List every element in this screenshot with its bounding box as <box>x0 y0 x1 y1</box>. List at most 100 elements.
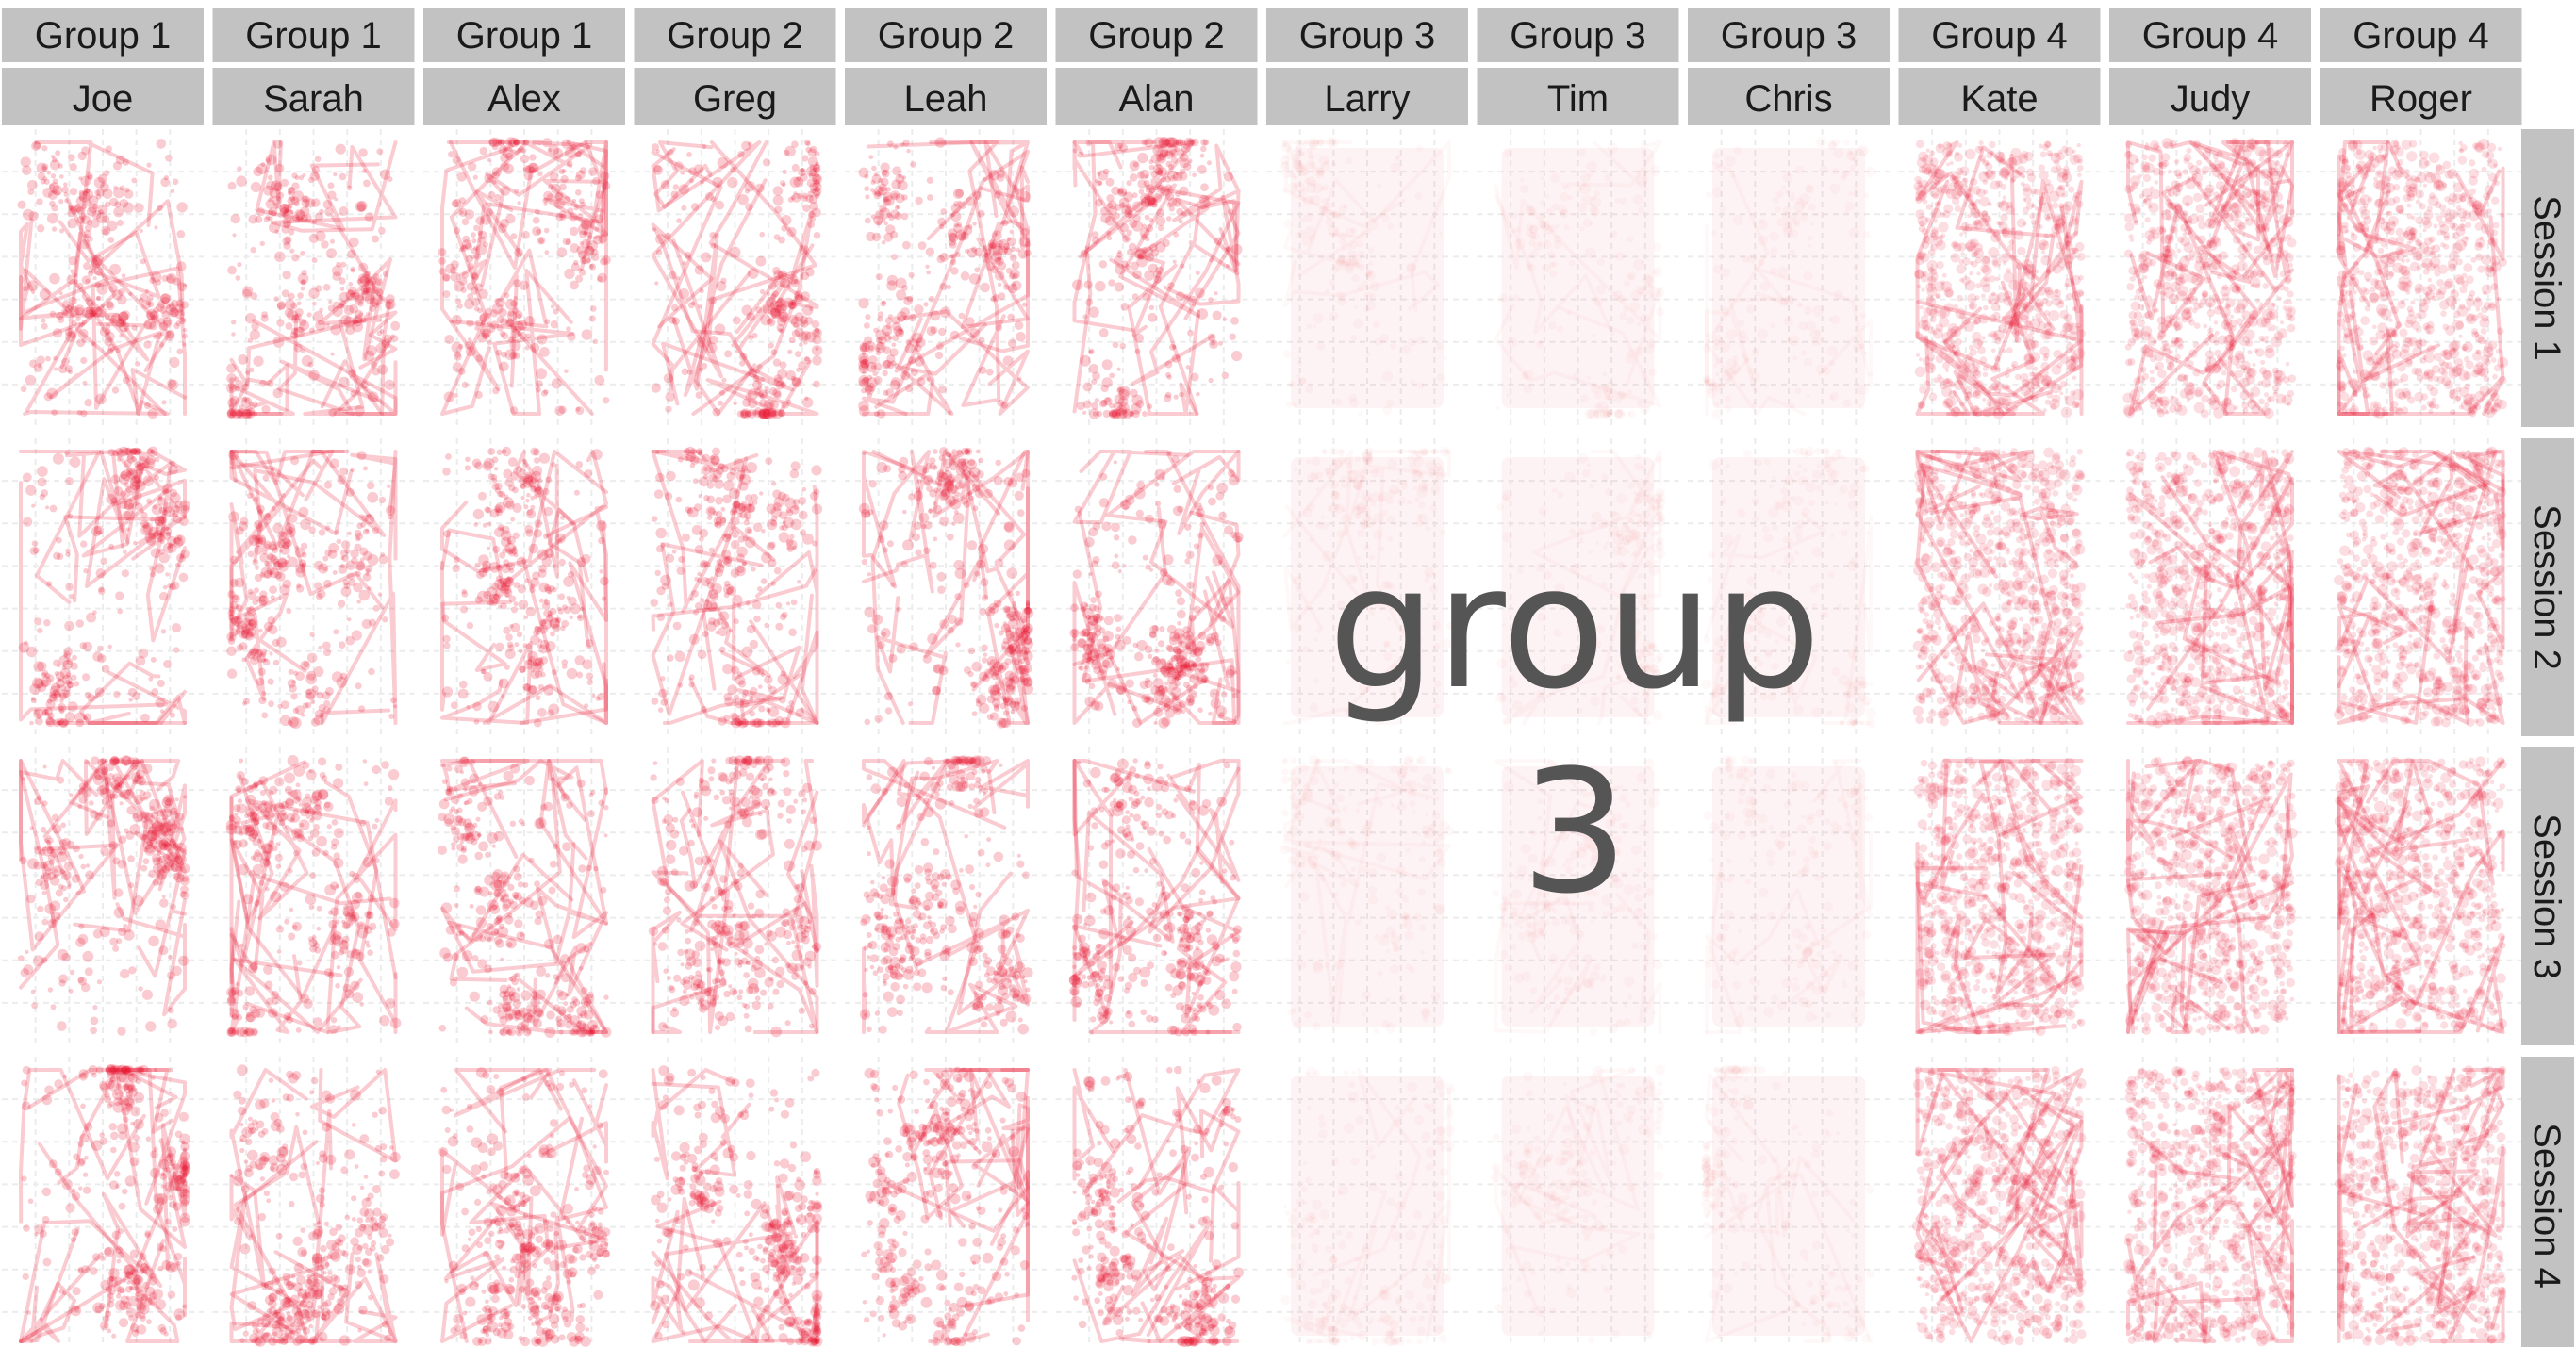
data-point <box>163 526 173 535</box>
data-point <box>566 326 571 332</box>
data-point <box>78 1186 83 1191</box>
data-point <box>520 495 525 501</box>
data-point <box>367 553 379 566</box>
data-point <box>101 225 111 236</box>
data-point <box>148 935 159 947</box>
data-point <box>269 785 278 795</box>
data-point <box>722 494 732 504</box>
data-point <box>293 201 300 207</box>
data-point <box>570 243 580 254</box>
data-point <box>179 554 185 560</box>
data-point <box>341 540 351 550</box>
data-point <box>295 1027 302 1033</box>
data-point <box>793 278 800 285</box>
data-point <box>387 484 391 489</box>
data-point <box>61 665 67 670</box>
data-point <box>165 304 177 316</box>
data-point <box>372 1184 381 1194</box>
data-point <box>159 293 171 304</box>
data-point <box>124 448 132 455</box>
data-point <box>81 319 88 325</box>
data-point <box>114 1092 119 1096</box>
data-point <box>145 459 151 465</box>
data-point <box>268 700 274 708</box>
data-point <box>68 255 78 266</box>
data-point <box>461 381 469 388</box>
data-point <box>491 477 498 484</box>
data-point <box>512 973 519 979</box>
data-point <box>35 717 43 726</box>
data-point <box>250 246 256 254</box>
data-point <box>453 280 465 292</box>
data-point <box>140 713 150 723</box>
data-point <box>738 989 744 994</box>
trace-line <box>49 331 187 416</box>
data-point <box>579 241 584 246</box>
data-point <box>471 955 479 962</box>
data-point <box>734 951 738 956</box>
data-point <box>65 331 76 343</box>
data-point <box>245 1011 252 1018</box>
data-point <box>540 671 546 678</box>
data-point <box>675 496 683 503</box>
data-point <box>41 1187 52 1197</box>
data-point <box>105 145 112 153</box>
data-point <box>58 364 68 374</box>
data-point <box>280 700 289 710</box>
data-point <box>116 317 126 328</box>
data-point <box>104 331 115 342</box>
data-point <box>344 1149 355 1160</box>
data-point <box>137 449 142 454</box>
data-point <box>339 467 349 476</box>
data-point <box>58 655 70 666</box>
data-point <box>651 383 661 393</box>
data-point <box>111 1333 117 1339</box>
data-point <box>158 318 166 325</box>
data-point <box>328 300 333 304</box>
data-point <box>466 1125 474 1133</box>
data-point <box>444 1127 451 1133</box>
data-point <box>347 617 352 622</box>
data-point <box>92 651 103 662</box>
data-point <box>597 1222 603 1227</box>
data-point <box>123 550 127 555</box>
data-point <box>160 293 172 304</box>
data-point <box>589 1220 596 1227</box>
data-point <box>120 469 132 482</box>
data-point <box>176 261 187 271</box>
data-point <box>450 806 455 812</box>
data-point <box>287 554 291 559</box>
data-point <box>94 1306 103 1313</box>
data-point <box>64 680 71 685</box>
data-point <box>146 448 154 455</box>
data-point <box>359 1185 365 1191</box>
facet-panel <box>212 438 415 736</box>
data-point <box>168 379 179 390</box>
data-point <box>514 919 523 928</box>
data-point <box>95 193 102 200</box>
data-point <box>252 656 257 661</box>
data-point <box>110 1131 119 1141</box>
data-point <box>715 496 723 505</box>
data-point <box>521 230 530 239</box>
data-point <box>161 274 169 282</box>
data-point <box>509 820 516 827</box>
data-point <box>333 172 338 177</box>
data-point <box>157 497 163 501</box>
data-point <box>296 1274 306 1285</box>
data-point <box>522 167 527 172</box>
data-point <box>145 1136 152 1142</box>
data-point <box>237 262 242 268</box>
data-point <box>56 679 65 688</box>
data-point <box>517 1029 521 1035</box>
data-point <box>348 282 354 287</box>
data-point <box>85 297 91 303</box>
data-point <box>119 185 125 191</box>
data-point <box>46 674 55 682</box>
data-point <box>563 606 571 614</box>
data-point <box>26 179 38 190</box>
data-point <box>158 321 169 332</box>
data-point <box>243 1159 249 1164</box>
data-point <box>136 463 144 472</box>
data-point <box>365 1247 373 1257</box>
